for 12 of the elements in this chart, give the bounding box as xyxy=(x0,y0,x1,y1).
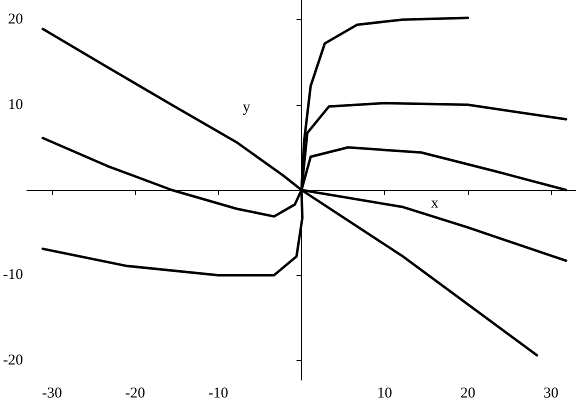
x-tick-label: 30 xyxy=(544,386,559,401)
x-tick-label: -20 xyxy=(125,386,146,401)
x-tick-label: 10 xyxy=(377,386,392,401)
y-tick-label: 20 xyxy=(8,12,23,28)
x-tick-label: -10 xyxy=(208,386,228,401)
x-tick-label: -30 xyxy=(42,386,62,401)
y-axis-title: y xyxy=(242,100,251,116)
x-tick-label: 20 xyxy=(460,386,476,401)
y-tick-label: -10 xyxy=(2,267,23,284)
x-axis-title: x xyxy=(431,196,439,212)
y-tick-label: 10 xyxy=(8,96,23,113)
y-tick-label: -20 xyxy=(2,352,23,368)
